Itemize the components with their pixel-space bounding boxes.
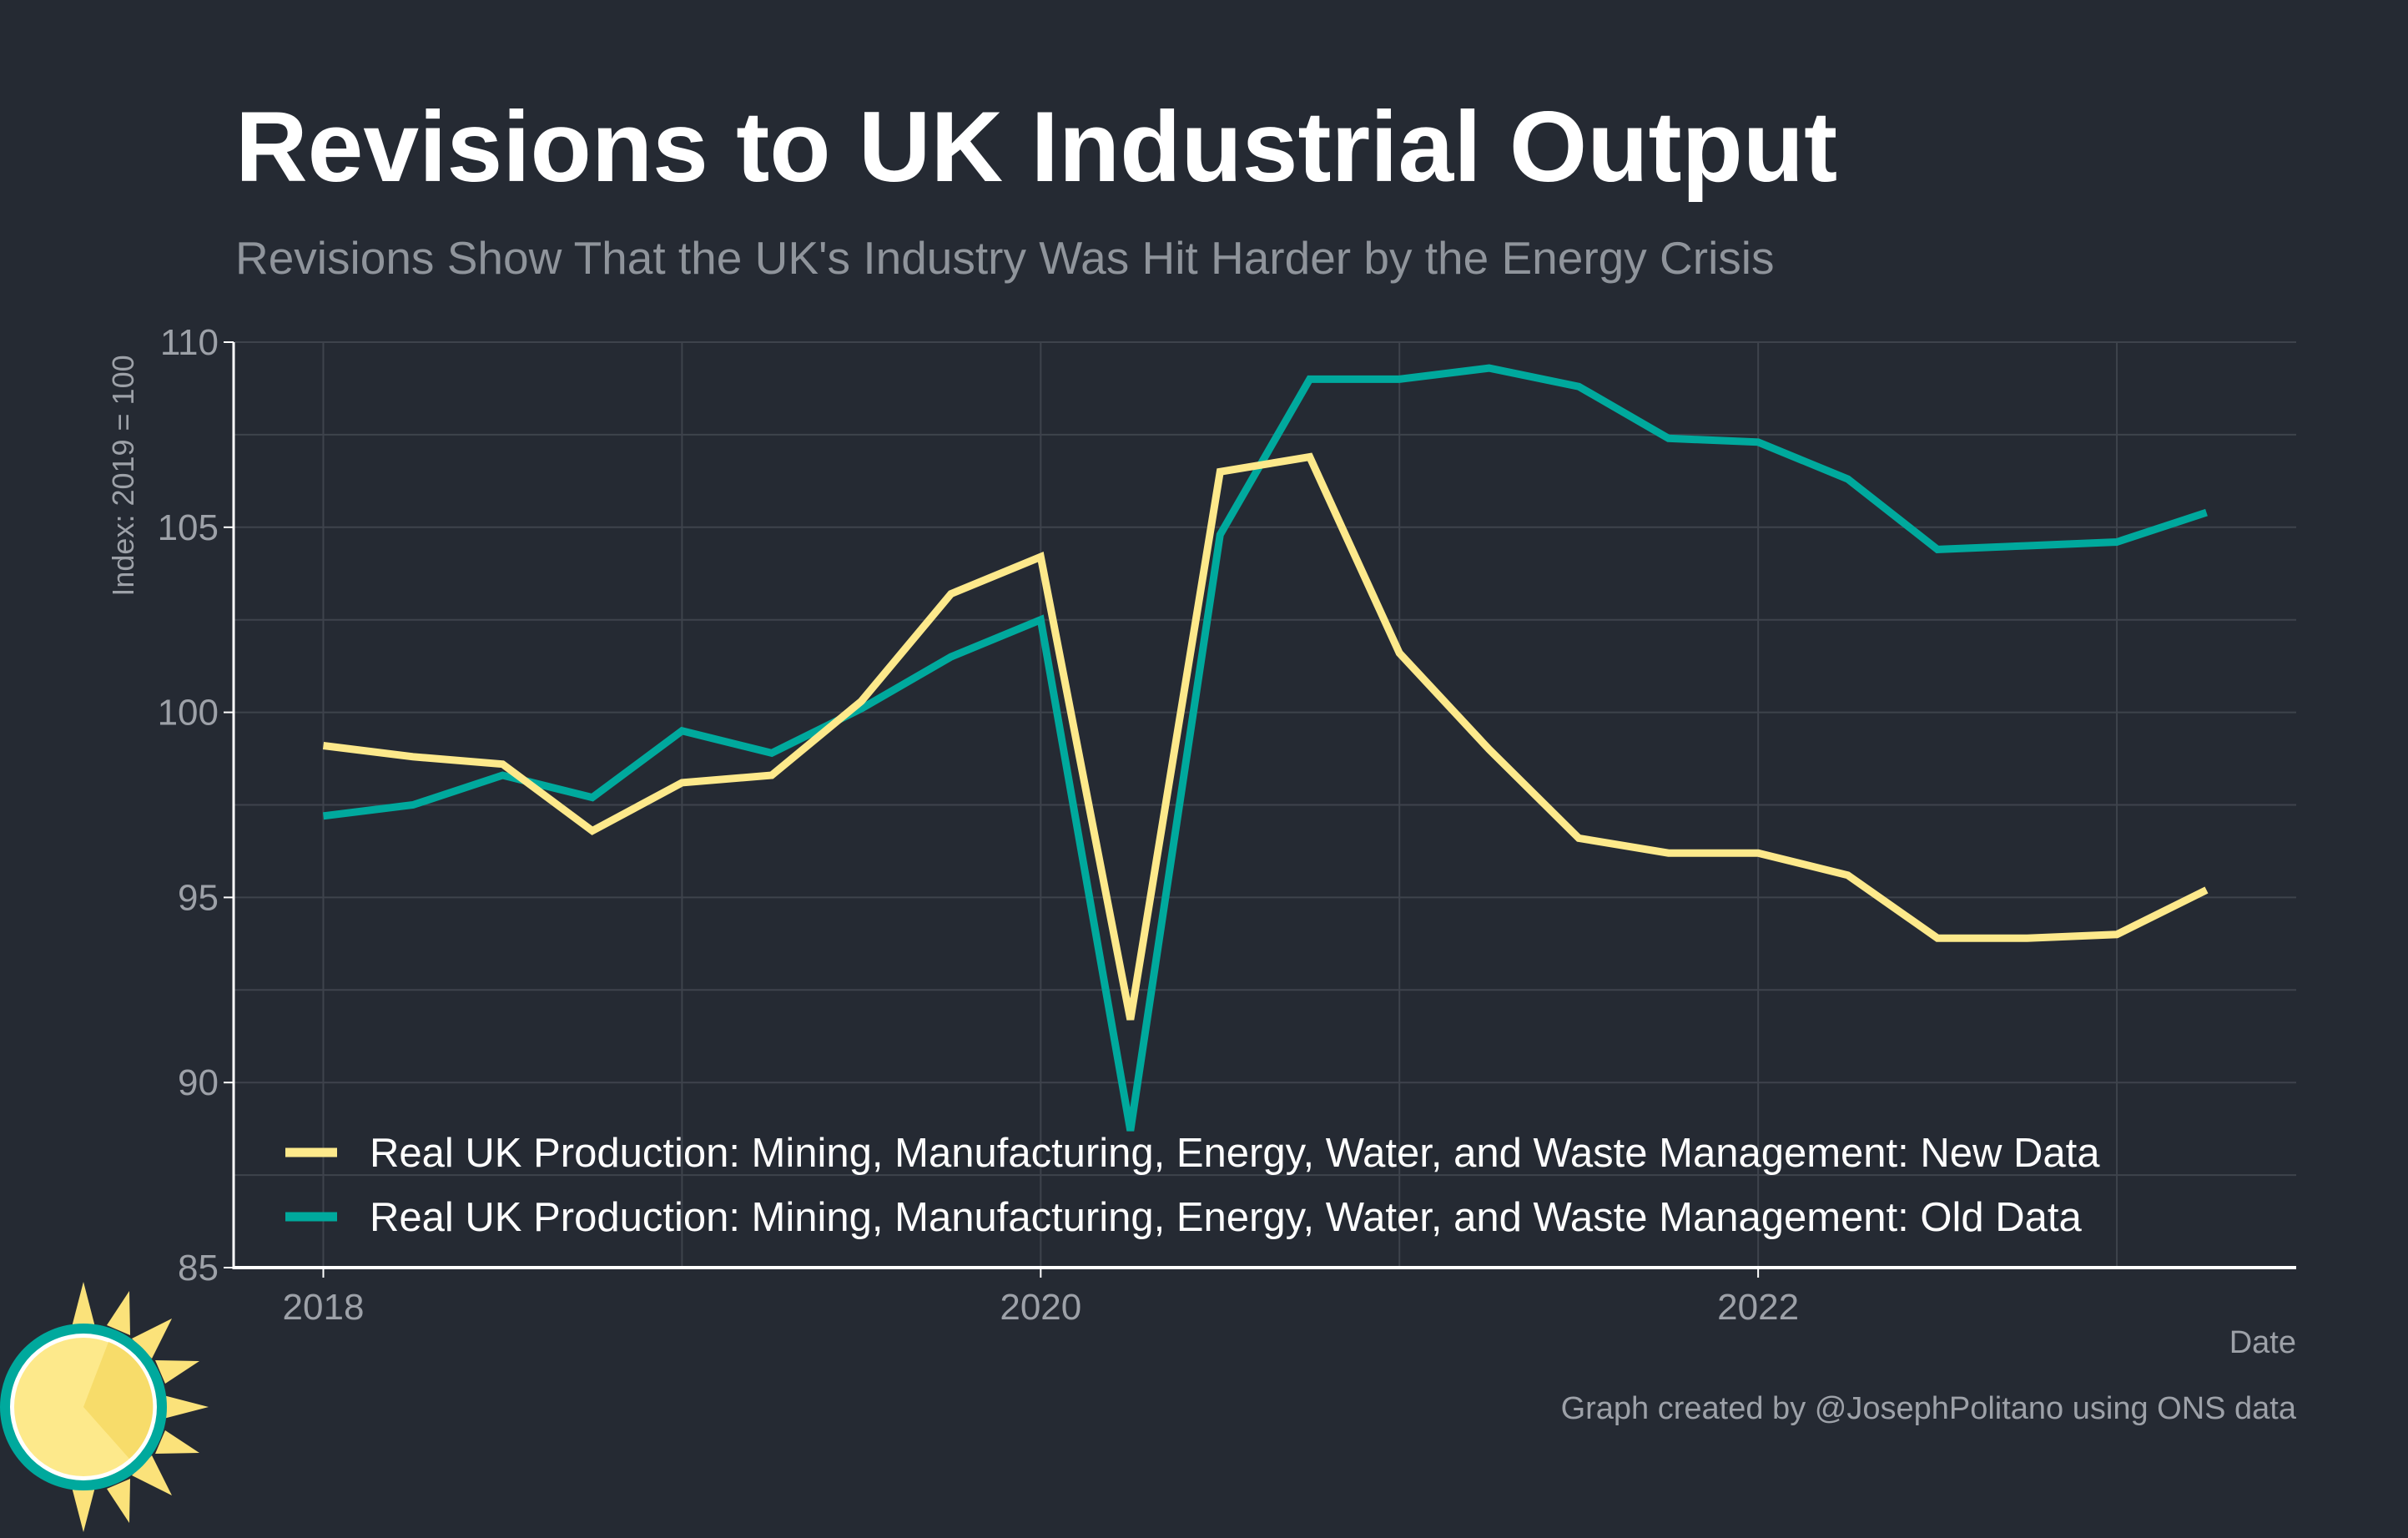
x-tick-label: 2020 bbox=[1000, 1287, 1081, 1328]
y-axis-label: Index: 2019 = 100 bbox=[106, 355, 140, 596]
legend: Real UK Production: Mining, Manufacturin… bbox=[285, 1131, 2100, 1240]
legend-label-old-data: Real UK Production: Mining, Manufacturin… bbox=[370, 1195, 2082, 1240]
legend-label-new-data: Real UK Production: Mining, Manufacturin… bbox=[370, 1131, 2100, 1176]
y-tick-label: 105 bbox=[158, 507, 219, 548]
y-tick-label: 100 bbox=[158, 693, 219, 734]
y-tick-label: 85 bbox=[178, 1248, 219, 1288]
grid bbox=[234, 341, 2296, 1268]
series-line-new-data bbox=[322, 452, 2209, 1021]
x-axis-label: Date bbox=[2229, 1325, 2296, 1360]
sun-icon bbox=[0, 1282, 209, 1532]
x-tick-label: 2022 bbox=[1717, 1287, 1799, 1328]
credit-text: Graph created by @JosephPolitano using O… bbox=[1561, 1391, 2297, 1426]
y-tick-label: 95 bbox=[178, 877, 219, 918]
y-tick-label: 110 bbox=[160, 322, 219, 363]
series-line-old-data bbox=[322, 364, 2208, 1132]
chart-subtitle: Revisions Show That the UK's Industry Wa… bbox=[235, 232, 1775, 284]
x-tick-label: 2018 bbox=[283, 1287, 365, 1328]
axes: 85 90 95 100 105 110 2018 2020 2022 bbox=[158, 322, 2296, 1328]
y-tick-label: 90 bbox=[178, 1062, 219, 1103]
plot-lines bbox=[322, 364, 2209, 1132]
chart-title: Revisions to UK Industrial Output bbox=[235, 91, 1837, 203]
